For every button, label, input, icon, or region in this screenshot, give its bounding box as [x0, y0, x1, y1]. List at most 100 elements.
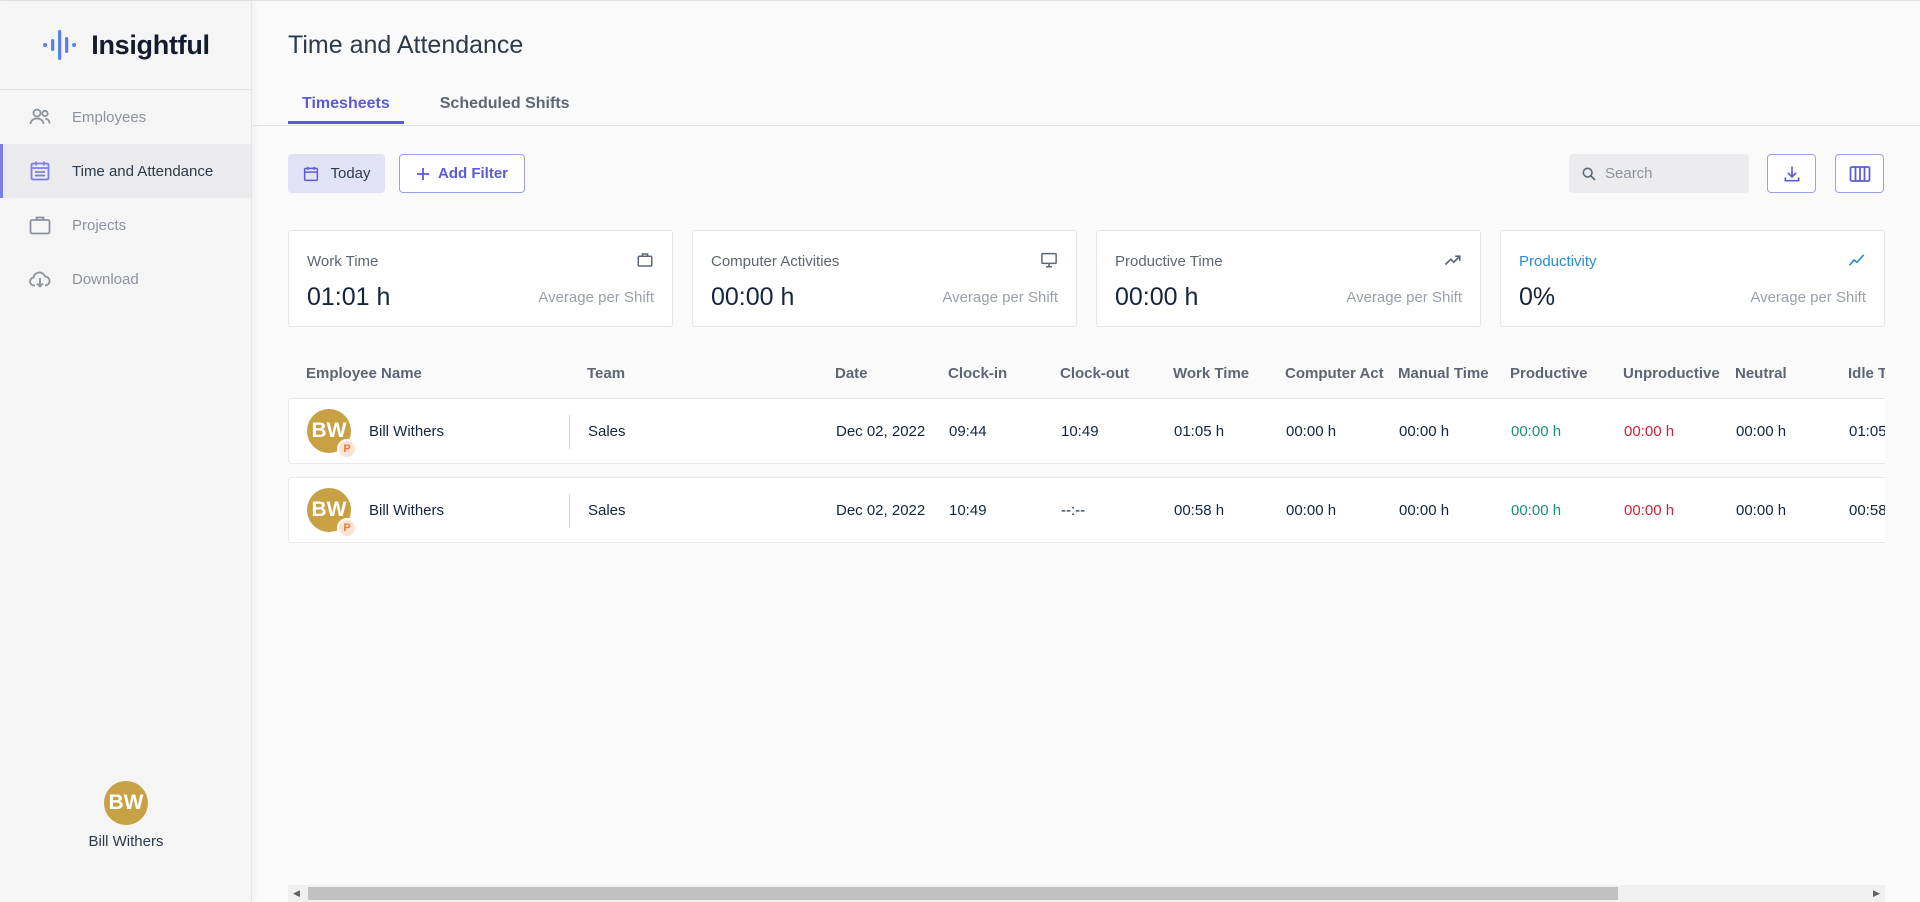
tab-timesheets[interactable]: Timesheets: [288, 87, 404, 124]
sidebar-item-employees[interactable]: Employees: [0, 90, 251, 144]
card-value: 01:01 h: [307, 283, 391, 311]
table-row[interactable]: BW P Bill Withers Sales Dec 02, 2022 09:…: [288, 398, 1885, 464]
card-label: Productivity: [1519, 253, 1597, 270]
tabs: Timesheets Scheduled Shifts: [288, 87, 584, 124]
employee-name[interactable]: Bill Withers: [369, 422, 445, 440]
column-header[interactable]: Idle Time: [1848, 365, 1885, 382]
briefcase-icon: [637, 253, 653, 267]
clock-in-cell: 09:44: [949, 423, 987, 440]
work-time-cell: 00:58 h: [1174, 502, 1225, 519]
column-header[interactable]: Employee Name: [306, 365, 422, 382]
status-badge: P: [337, 518, 357, 538]
avatar: BW: [104, 781, 148, 825]
stat-card-productivity: Productivity 0% Average per Shift: [1500, 230, 1885, 327]
plus-icon: [417, 167, 429, 180]
search-box[interactable]: [1569, 154, 1749, 193]
stat-card-work-time: Work Time 01:01 h Average per Shift: [288, 230, 673, 327]
add-filter-label: Add Filter: [438, 165, 508, 182]
neutral-cell: 00:00 h: [1736, 423, 1787, 440]
productive-cell: 00:00 h: [1511, 502, 1562, 519]
scroll-left-icon[interactable]: ◀: [293, 888, 300, 898]
column-header[interactable]: Date: [835, 365, 868, 382]
download-icon: [1784, 166, 1799, 181]
clock-out-cell: --:--: [1061, 502, 1086, 519]
avatar: BW P: [307, 488, 357, 538]
manual-time-cell: 00:00 h: [1399, 423, 1450, 440]
stat-card-computer-activities: Computer Activities 00:00 h Average per …: [692, 230, 1077, 327]
computer-act-cell: 00:00 h: [1286, 502, 1337, 519]
sidebar-nav: Employees Time and Attendance Projects D…: [0, 90, 251, 306]
column-header[interactable]: Clock-in: [948, 365, 1008, 382]
clock-out-cell: 10:49: [1061, 423, 1099, 440]
card-label: Computer Activities: [711, 253, 840, 270]
column-header[interactable]: Team: [587, 365, 626, 382]
card-subtitle: Average per Shift: [1346, 289, 1462, 306]
column-header[interactable]: Unproductive: [1623, 365, 1720, 382]
work-time-cell: 01:05 h: [1174, 423, 1225, 440]
people-icon: [29, 108, 51, 125]
card-label: Productive Time: [1115, 253, 1223, 270]
sidebar-item-label: Time and Attendance: [72, 162, 214, 180]
date-cell: Dec 02, 2022: [836, 423, 926, 440]
sidebar-item-label: Employees: [72, 108, 147, 126]
monitor-icon: [1041, 252, 1057, 268]
columns-button[interactable]: [1835, 154, 1884, 193]
horizontal-scrollbar[interactable]: ◀ ▶: [288, 885, 1885, 902]
sidebar-item-download[interactable]: Download: [0, 252, 251, 306]
scrollbar-thumb[interactable]: [308, 887, 1618, 900]
date-range-button[interactable]: Today: [288, 154, 385, 193]
employee-name[interactable]: Bill Withers: [369, 501, 445, 519]
idle-time-cell: 01:05 h: [1849, 423, 1885, 440]
briefcase-icon: [29, 216, 51, 235]
employee-cell: BW P Bill Withers: [307, 488, 445, 538]
current-user[interactable]: BW Bill Withers: [0, 781, 252, 850]
card-value: 00:00 h: [711, 283, 795, 311]
column-header[interactable]: Work Time: [1173, 365, 1250, 382]
tab-scheduled-shifts[interactable]: Scheduled Shifts: [439, 95, 570, 112]
status-badge: P: [337, 439, 357, 459]
line-chart-icon: [1848, 254, 1865, 266]
user-name: Bill Withers: [88, 833, 164, 850]
logo[interactable]: Insightful: [0, 1, 251, 90]
column-header[interactable]: Clock-out: [1060, 365, 1130, 382]
card-subtitle: Average per Shift: [942, 289, 1058, 306]
column-header[interactable]: Productive: [1510, 365, 1588, 382]
avatar: BW P: [307, 409, 357, 459]
computer-act-cell: 00:00 h: [1286, 423, 1337, 440]
sidebar-item-projects[interactable]: Projects: [0, 198, 251, 252]
search-input[interactable]: [1605, 165, 1735, 182]
search-icon: [1582, 167, 1596, 181]
sidebar-item-label: Projects: [72, 216, 127, 234]
date-cell: Dec 02, 2022: [836, 502, 926, 519]
card-value: 00:00 h: [1115, 283, 1199, 311]
sidebar-item-time-and-attendance[interactable]: Time and Attendance: [0, 144, 251, 198]
sidebar-item-label: Download: [72, 270, 139, 288]
tabs-divider: [253, 125, 1920, 126]
table-row[interactable]: BW P Bill Withers Sales Dec 02, 2022 10:…: [288, 477, 1885, 543]
column-header[interactable]: Computer Act: [1285, 365, 1384, 382]
column-header[interactable]: Manual Time: [1398, 365, 1489, 382]
logo-icon: [43, 30, 77, 60]
avatar-initials: BW: [311, 498, 347, 521]
unproductive-cell: 00:00 h: [1624, 423, 1675, 440]
scroll-right-icon[interactable]: ▶: [1873, 888, 1880, 898]
export-button[interactable]: [1767, 154, 1816, 193]
card-value: 0%: [1519, 283, 1556, 311]
productive-cell: 00:00 h: [1511, 423, 1562, 440]
idle-time-cell: 00:58 h: [1849, 502, 1885, 519]
cloud-download-icon: [29, 271, 51, 288]
card-label: Work Time: [307, 253, 379, 270]
page-title: Time and Attendance: [288, 31, 524, 59]
column-header[interactable]: Neutral: [1735, 365, 1787, 382]
main-content: Time and Attendance Timesheets Scheduled…: [253, 1, 1920, 902]
unproductive-cell: 00:00 h: [1624, 502, 1675, 519]
cell-divider: [569, 494, 570, 528]
avatar-initials: BW: [311, 419, 347, 442]
calendar-icon: [30, 161, 50, 181]
clock-in-cell: 10:49: [949, 502, 987, 519]
neutral-cell: 00:00 h: [1736, 502, 1787, 519]
card-subtitle: Average per Shift: [538, 289, 654, 306]
timesheet-table: Employee Name Team Date Clock-in Clock-o…: [288, 1, 1885, 902]
add-filter-button[interactable]: Add Filter: [399, 154, 525, 193]
manual-time-cell: 00:00 h: [1399, 502, 1450, 519]
